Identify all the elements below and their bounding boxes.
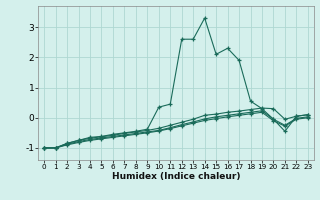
X-axis label: Humidex (Indice chaleur): Humidex (Indice chaleur) [112,172,240,181]
